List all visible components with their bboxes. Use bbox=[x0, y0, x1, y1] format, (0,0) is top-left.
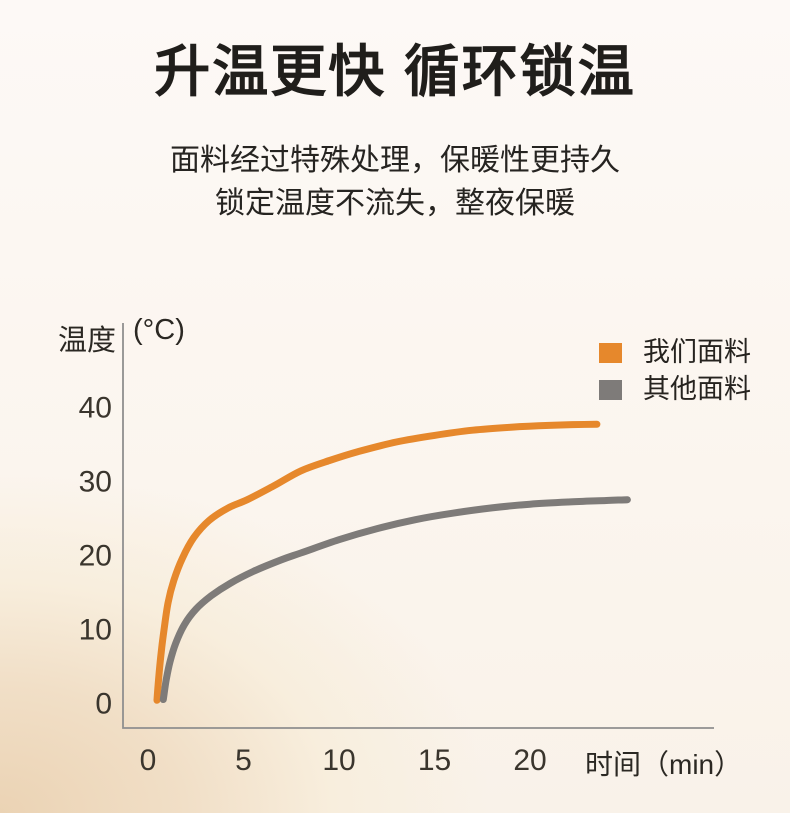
series-curve-our-fabric bbox=[153, 420, 601, 704]
legend-item-our-fabric: 我们面料 bbox=[599, 339, 751, 366]
legend-label-other-fabric: 其他面料 bbox=[643, 374, 751, 404]
y-tick-label: 40 bbox=[79, 392, 112, 425]
legend-item-other-fabric: 其他面料 bbox=[599, 376, 751, 403]
x-axis-label: 时间（min） bbox=[585, 749, 743, 780]
legend-swatch-our-fabric bbox=[599, 342, 622, 363]
header: 升温更快 循环锁温 面料经过特殊处理，保暖性更持久 锁定温度不流失，整夜保暖 bbox=[0, 0, 790, 225]
x-tick-label: 20 bbox=[513, 744, 546, 777]
y-tick-label: 0 bbox=[95, 688, 112, 721]
x-tick-label: 15 bbox=[418, 744, 451, 777]
subtitle-line-2: 锁定温度不流失，整夜保暖 bbox=[215, 187, 575, 220]
subtitle-line-1: 面料经过特殊处理，保暖性更持久 bbox=[170, 144, 620, 177]
legend-swatch-other-fabric bbox=[599, 379, 622, 400]
x-tick-label: 10 bbox=[322, 744, 355, 777]
page-title: 升温更快 循环锁温 bbox=[154, 40, 636, 103]
y-axis-unit-label: (°C) bbox=[133, 314, 185, 346]
y-tick-label: 10 bbox=[79, 614, 112, 647]
legend-label-our-fabric: 我们面料 bbox=[643, 337, 751, 367]
y-axis-label: 温度 bbox=[57, 325, 116, 357]
chart-legend: 我们面料 其他面料 bbox=[599, 339, 751, 403]
x-tick-label: 0 bbox=[140, 744, 157, 777]
y-tick-label: 30 bbox=[79, 466, 112, 499]
y-tick-label: 20 bbox=[79, 540, 112, 573]
x-tick-label: 5 bbox=[235, 744, 252, 777]
series-curve-other-fabric bbox=[159, 496, 631, 704]
axes bbox=[122, 323, 714, 729]
